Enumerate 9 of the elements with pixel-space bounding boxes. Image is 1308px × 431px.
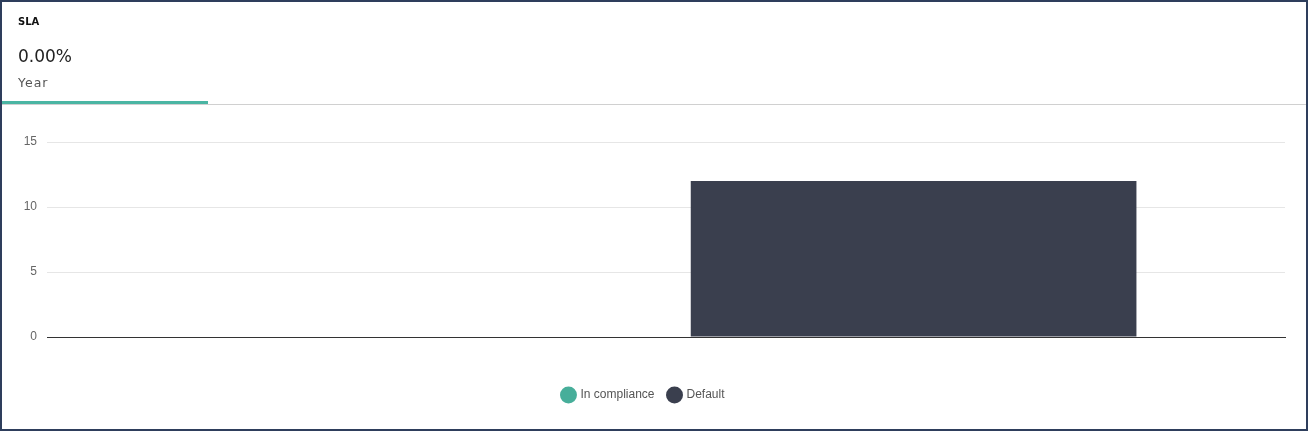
legend-label: Default (686, 387, 726, 402)
chart-title: SLA (18, 16, 40, 27)
y-tick-label: 5 (30, 264, 38, 279)
y-tick-label: 0 (30, 329, 38, 344)
legend-label: In compliance (580, 387, 655, 402)
y-tick-label: 15 (23, 134, 38, 149)
chart-subtitle: 0.00% (18, 46, 73, 66)
y-tick-label: 10 (23, 199, 38, 214)
text: Year (18, 75, 49, 90)
